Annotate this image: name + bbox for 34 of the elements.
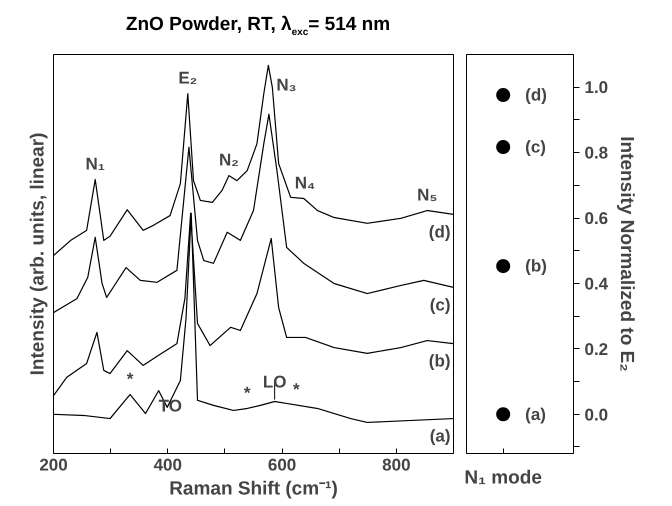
y-tick-label: 0.0: [584, 405, 608, 424]
legend-label: (d): [525, 86, 547, 105]
chart-title: ZnO Powder, RT, λ$_{exc}$= 514 nm: [124, 13, 392, 40]
x-tick-label: 400: [154, 456, 182, 474]
y-tick-label: 1.0: [584, 78, 608, 98]
x-axis-title: Raman Shift (cm⁻¹): [169, 478, 338, 500]
x-tick-label: 800: [382, 456, 411, 474]
annotation: *: [126, 370, 134, 389]
x-tick-label: 600: [268, 456, 296, 474]
series-label: (b): [428, 352, 451, 371]
legend-label: (c): [525, 138, 546, 157]
annotation: TO: [158, 396, 182, 416]
annotation: N₂: [219, 150, 239, 170]
y-axis-title: Intensity (arb. units, linear): [28, 132, 48, 376]
y-tick-label: 0.4: [584, 274, 609, 294]
annotation: E₂: [178, 68, 198, 88]
annotation: *: [293, 380, 300, 399]
annotation: *: [244, 383, 251, 402]
series-label: (d): [428, 222, 451, 242]
legend-label: (a): [525, 404, 546, 424]
series-label: (b): [525, 256, 547, 276]
series-label: (a): [430, 426, 451, 446]
series-label: (c): [430, 295, 451, 314]
x-tick-label: 200: [39, 456, 68, 474]
annotation: LO: [262, 372, 286, 392]
annotation: N₅: [417, 186, 438, 205]
y-tick-label: 0.6: [584, 209, 608, 228]
y-axis-title: Intensity Normalized to E₂: [616, 136, 638, 372]
y-tick-label: 0.8: [584, 144, 608, 163]
annotation: N₄: [294, 173, 316, 192]
annotation: N₃: [276, 75, 296, 94]
y-tick-label: 0.2: [584, 340, 608, 359]
x-tick-label: N₁ mode: [464, 468, 542, 488]
annotation: N₁: [86, 154, 105, 174]
